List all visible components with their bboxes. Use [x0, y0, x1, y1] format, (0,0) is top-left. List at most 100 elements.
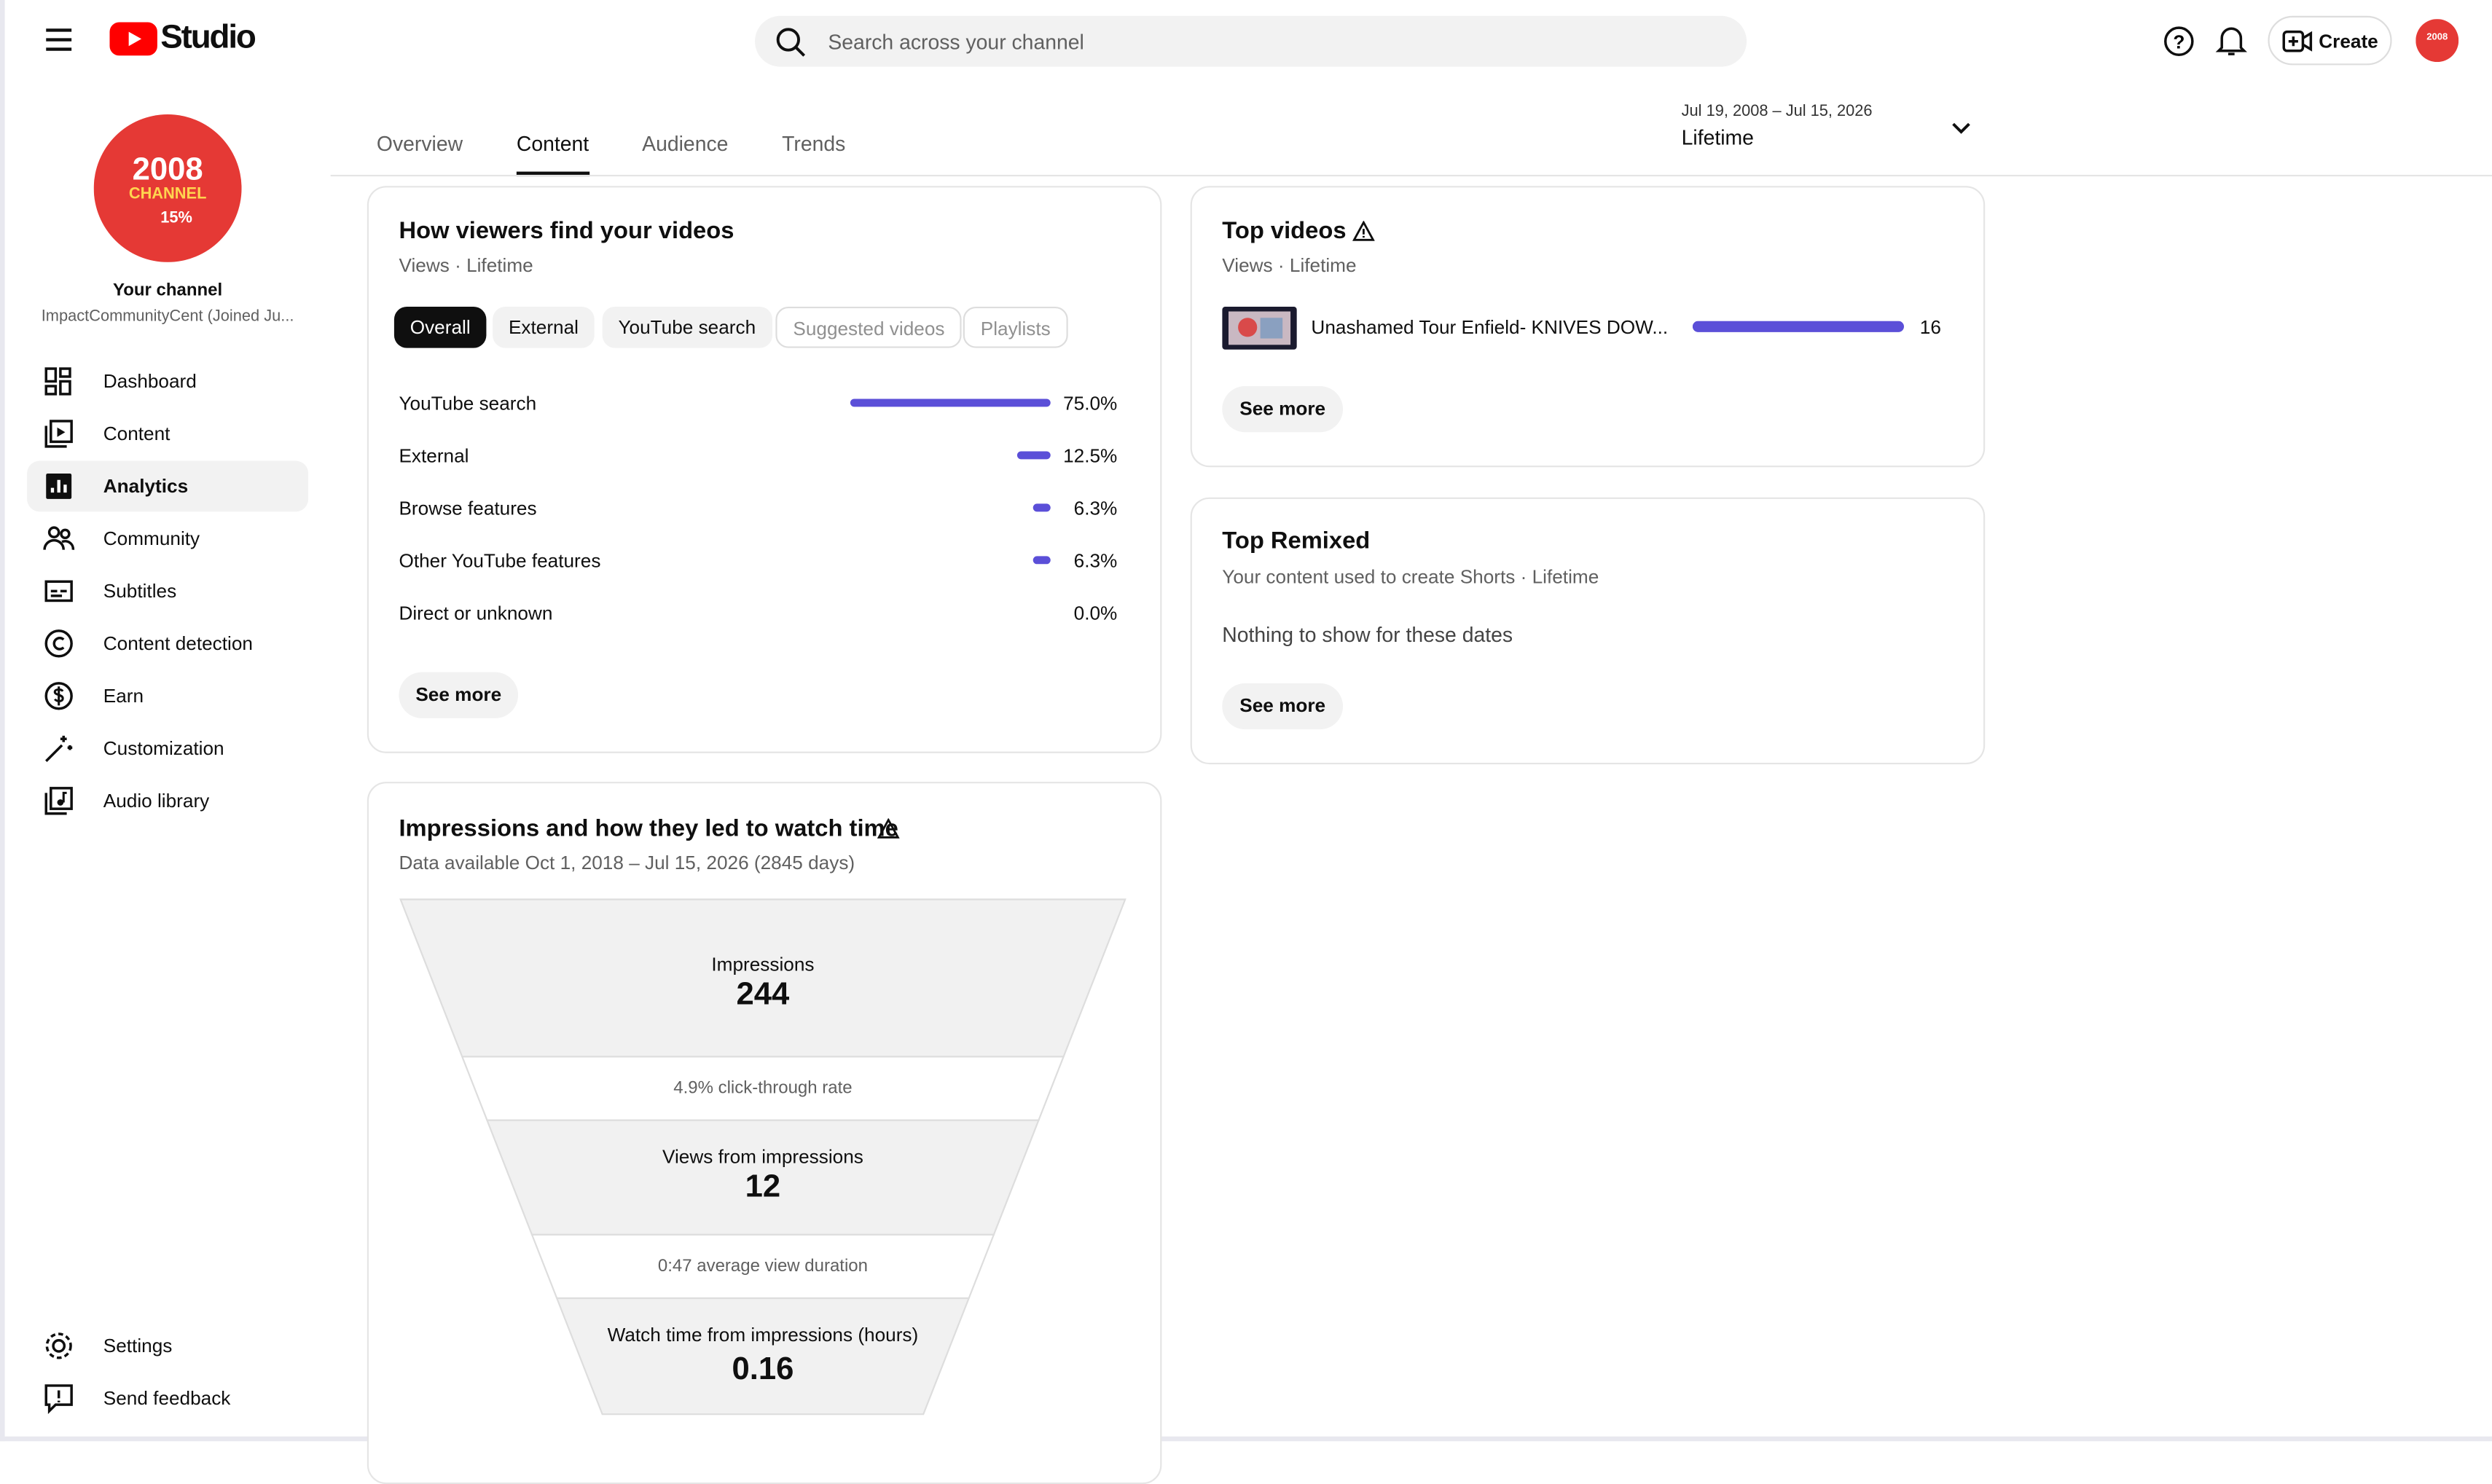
video-views: 16: [1919, 316, 1941, 339]
card-subtitle: Data available Oct 1, 2018 – Jul 15, 202…: [399, 852, 855, 874]
row-label: YouTube search: [399, 392, 537, 415]
nav-item[interactable]: Send feedback: [27, 1373, 308, 1424]
menu-icon[interactable]: [44, 27, 73, 52]
filter-chip[interactable]: Suggested videos: [775, 306, 963, 348]
notifications-icon[interactable]: [2215, 24, 2247, 58]
settings-icon: [45, 1332, 72, 1359]
traffic-card: [367, 186, 1162, 753]
card-subtitle: Views · Lifetime: [399, 254, 533, 277]
row-label: Browse features: [399, 497, 537, 520]
filter-chip[interactable]: External: [493, 306, 595, 348]
tab[interactable]: Audience: [642, 132, 729, 156]
row-bar: [1033, 503, 1051, 512]
nav-item[interactable]: Content detection: [27, 618, 308, 669]
tab[interactable]: Trends: [782, 132, 846, 156]
nav-label: Earn: [103, 685, 144, 707]
create-button[interactable]: Create: [2268, 15, 2392, 66]
video-bar-track: [1692, 321, 1904, 332]
filter-chip[interactable]: YouTube search: [602, 306, 772, 348]
tab-divider: [330, 174, 2492, 177]
nav-label: Settings: [103, 1335, 173, 1357]
row-value: 12.5%: [1063, 444, 1118, 468]
nav-item[interactable]: Content: [27, 409, 308, 460]
funnel-value: 244: [736, 977, 790, 1013]
row-bar: [850, 399, 1051, 407]
nav-label: Send feedback: [103, 1387, 231, 1410]
nav-icon: [44, 787, 73, 815]
card-title: Impressions and how they led to watch ti…: [399, 814, 898, 842]
search-box[interactable]: Search across your channel: [755, 15, 1747, 67]
nav-label: Community: [103, 527, 200, 550]
nav-icon: [45, 735, 73, 762]
funnel-label: Watch time from impressions (hours): [607, 1323, 919, 1346]
account-avatar-text: 2008: [2426, 31, 2448, 42]
tab[interactable]: Content: [516, 132, 589, 156]
nav-label: Analytics: [103, 475, 189, 498]
date-range[interactable]: Jul 19, 2008 – Jul 15, 2026: [1681, 103, 1873, 121]
funnel: [399, 898, 1127, 1416]
channel-name: ImpactCommunityCent (Joined Ju...: [41, 308, 294, 326]
nav-item[interactable]: Audio library: [27, 775, 308, 826]
row-value: 75.0%: [1063, 392, 1118, 415]
svg-text:?: ?: [2173, 31, 2185, 53]
video-thumbnail[interactable]: [1222, 306, 1297, 350]
tab-underline: [516, 171, 590, 177]
nav-item[interactable]: Community: [27, 514, 308, 565]
channel-avatar[interactable]: 2008 CHANNEL 15%: [93, 114, 242, 262]
row-bar: [1016, 451, 1051, 460]
see-more-button[interactable]: See more: [1222, 386, 1344, 433]
account-avatar[interactable]: 2008: [2415, 19, 2459, 63]
create-icon: [2282, 30, 2313, 52]
nav-icon: [44, 580, 73, 602]
funnel-label: Views from impressions: [662, 1145, 863, 1169]
logo-icon[interactable]: [109, 22, 157, 56]
date-dropdown[interactable]: [1950, 121, 1972, 137]
nav-icon: [43, 526, 75, 550]
nav-label: Content: [103, 423, 171, 445]
nav-item[interactable]: Dashboard: [27, 356, 308, 407]
see-more-button[interactable]: See more: [1222, 683, 1344, 730]
search-placeholder: Search across your channel: [828, 30, 1084, 55]
nav-item[interactable]: Customization: [27, 723, 308, 774]
nav-label: Content detection: [103, 632, 253, 655]
funnel-value: 12: [745, 1169, 781, 1205]
nav-icon: [44, 682, 73, 710]
avatar-word: CHANNEL: [129, 184, 207, 203]
nav-item[interactable]: Analytics: [27, 460, 309, 512]
filter-chip[interactable]: Overall: [393, 306, 487, 348]
nav-label: Customization: [103, 737, 224, 760]
help-icon[interactable]: ?: [2163, 25, 2195, 58]
filter-chip[interactable]: Playlists: [963, 306, 1068, 348]
feedback-icon: [44, 1384, 73, 1415]
date-preset[interactable]: Lifetime: [1681, 125, 1754, 150]
row-label: Direct or unknown: [399, 602, 553, 625]
avatar-year: 2008: [133, 152, 203, 187]
see-more-button[interactable]: See more: [399, 672, 519, 718]
nav-item[interactable]: Settings: [27, 1321, 308, 1372]
funnel-rate: 0:47 average view duration: [657, 1257, 868, 1276]
nav-item[interactable]: Earn: [27, 670, 308, 721]
nav-icon: [44, 367, 71, 396]
nav-item[interactable]: Subtitles: [27, 565, 308, 616]
funnel-rate: 4.9% click-through rate: [673, 1078, 853, 1099]
row-bar: [1033, 556, 1051, 565]
logo-text[interactable]: Studio: [160, 19, 256, 56]
channel-label: Your channel: [112, 281, 223, 301]
row-value: 6.3%: [1073, 549, 1118, 573]
tab[interactable]: Overview: [376, 132, 463, 156]
create-label: Create: [2319, 30, 2378, 52]
warning-icon[interactable]: [1352, 221, 1375, 241]
video-title[interactable]: Unashamed Tour Enfield- KNIVES DOW...: [1311, 316, 1669, 339]
card-title: Top Remixed: [1222, 527, 1371, 555]
nav-icon: [44, 629, 73, 658]
row-label: Other YouTube features: [399, 549, 601, 573]
video-bar: [1692, 321, 1904, 332]
warning-icon[interactable]: [877, 818, 900, 839]
nav-label: Dashboard: [103, 370, 197, 393]
row-label: External: [399, 444, 469, 468]
avatar-badge: 15%: [160, 208, 192, 226]
empty-message: Nothing to show for these dates: [1222, 622, 1513, 647]
funnel-value: 0.16: [732, 1352, 794, 1388]
